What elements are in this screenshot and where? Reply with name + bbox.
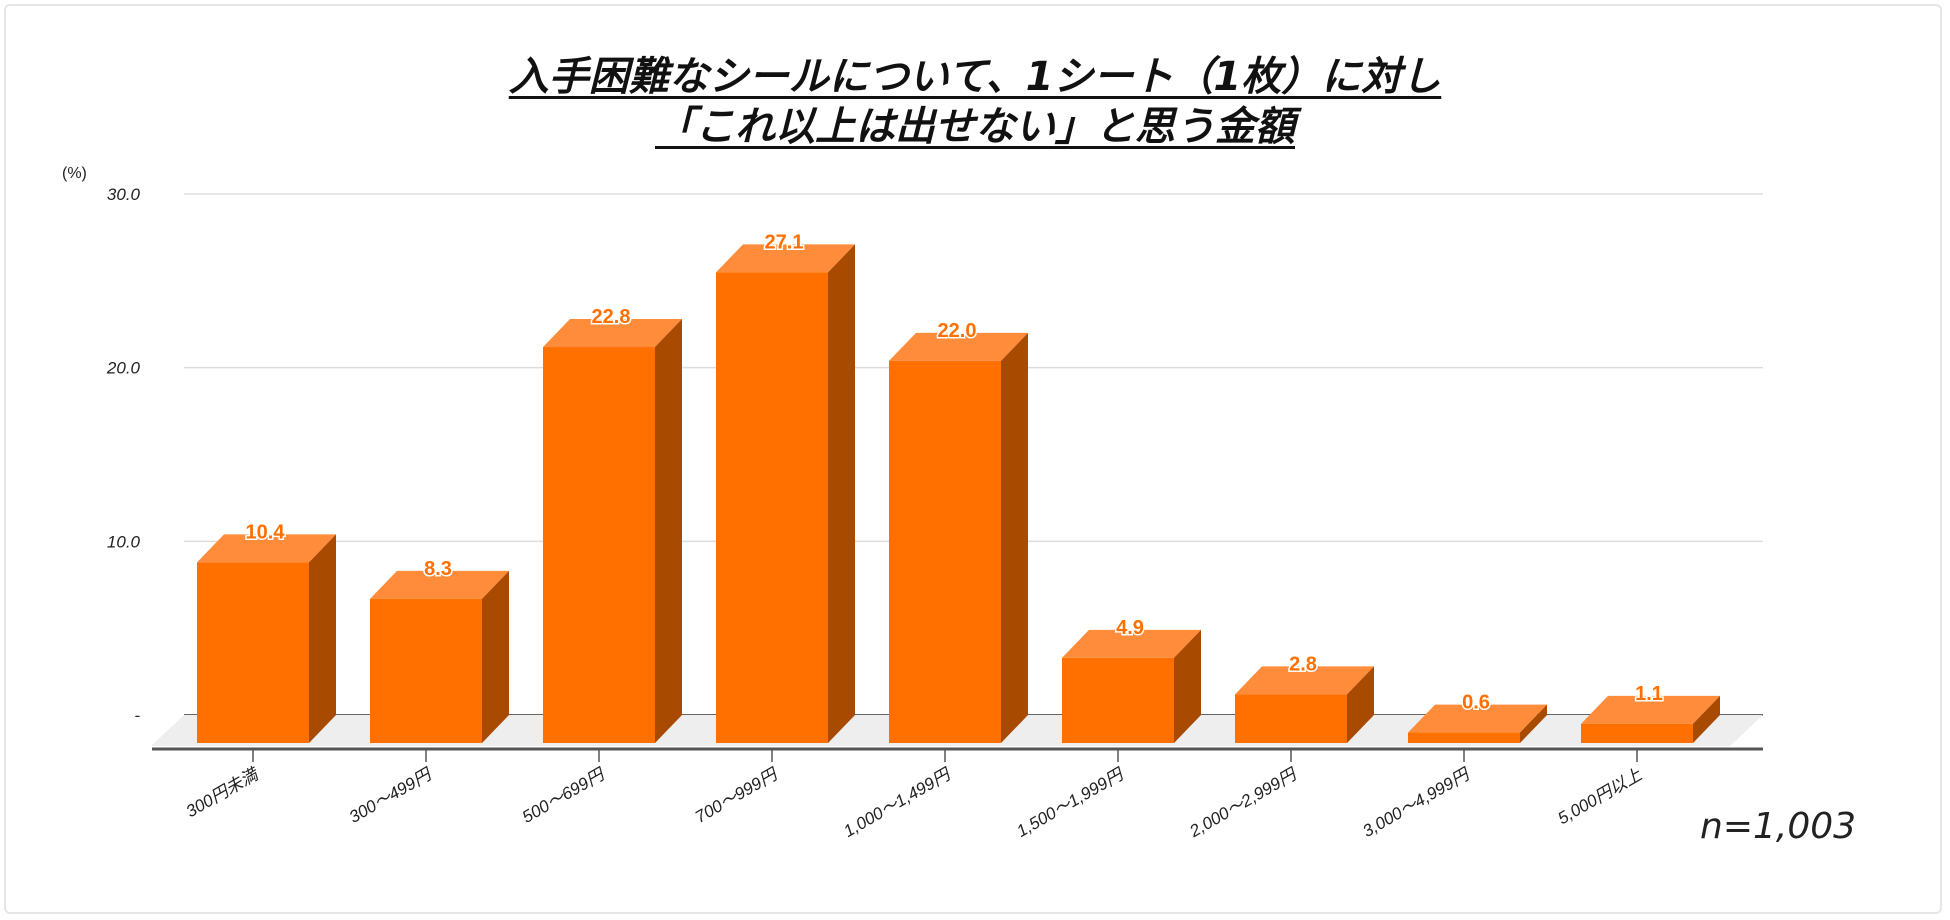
y-tick-label: 10.0 <box>107 532 141 551</box>
bar-side <box>1174 629 1201 743</box>
bar-top <box>1062 629 1201 658</box>
bar-top <box>889 332 1028 361</box>
data-label: 8.3 <box>424 558 452 580</box>
y-tick-label: - <box>134 706 140 725</box>
data-label: 4.9 <box>1116 617 1144 639</box>
bar-side <box>482 570 509 743</box>
bar <box>1235 694 1347 743</box>
bar-top <box>1581 695 1720 724</box>
bar-side <box>1520 704 1547 743</box>
data-label: 22.8 <box>592 306 631 328</box>
sample-size-note: n=1,003 <box>1700 806 1857 847</box>
x-tick-label: 300円未満 <box>183 764 263 821</box>
bar-top <box>1408 704 1547 733</box>
chart-frame <box>4 4 1942 914</box>
bar-top <box>370 570 509 599</box>
bar-side <box>309 534 336 743</box>
title-text-2: 「これ以上は出せない」と思う金額 <box>655 104 1295 150</box>
data-label: 27.1 <box>765 231 804 253</box>
bar-top <box>1235 666 1374 695</box>
y-axis-label: (%) <box>62 165 87 182</box>
bar-top <box>543 319 682 348</box>
bar-side <box>828 244 855 743</box>
y-tick-label: 20.0 <box>106 359 141 378</box>
data-label: 2.8 <box>1289 653 1317 675</box>
x-tick-label: 500～699円 <box>519 764 609 827</box>
bar-top <box>716 244 855 273</box>
bar <box>197 562 309 743</box>
bar <box>1062 657 1174 743</box>
data-label: 1.1 <box>1635 683 1663 705</box>
bar <box>889 360 1001 743</box>
bar-top <box>197 534 336 563</box>
bar-side <box>1347 666 1374 743</box>
chart-title-line-2: 「これ以上は出せない」と思う金額 <box>0 102 1950 152</box>
bar <box>1581 723 1693 743</box>
data-label: 0.6 <box>1462 692 1490 714</box>
bar <box>543 347 655 743</box>
chart-title-line-1: 入手困難なシールについて、1シート（1枚）に対し <box>0 52 1950 102</box>
bar-side <box>1693 695 1720 743</box>
x-tick-label: 300～499円 <box>346 764 436 827</box>
data-label: 22.0 <box>938 320 977 342</box>
x-tick-label: 5,000円以上 <box>1554 765 1645 829</box>
bar <box>1408 732 1520 743</box>
bar-side <box>655 319 682 743</box>
bar <box>716 272 828 743</box>
x-tick-label: 3,000～4,999円 <box>1359 764 1473 841</box>
title-text-1: 入手困難なシールについて、1シート（1枚）に対し <box>508 54 1442 100</box>
bar-side <box>1001 332 1028 743</box>
bar <box>370 598 482 743</box>
x-tick-label: 2,000～2,999円 <box>1185 764 1300 841</box>
x-tick-label: 1,000～1,499円 <box>840 764 954 841</box>
x-tick-label: 700～999円 <box>692 764 782 827</box>
y-tick-label: 30.0 <box>107 185 141 204</box>
x-tick-label: 1,500～1,999円 <box>1013 764 1127 841</box>
data-label: 10.4 <box>246 521 286 543</box>
